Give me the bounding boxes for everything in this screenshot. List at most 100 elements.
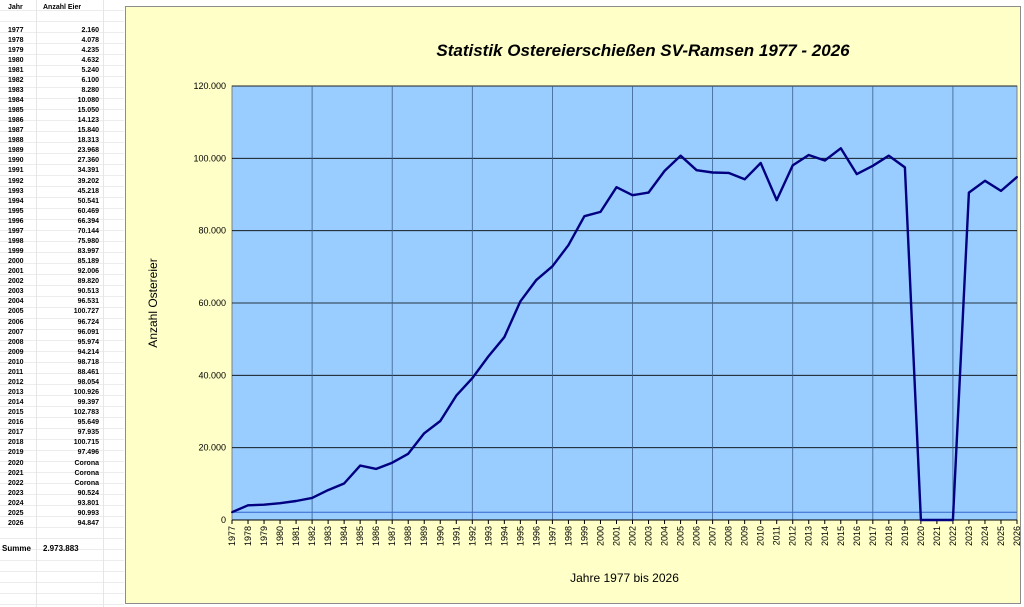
table-row: 1996 66.394 bbox=[0, 218, 124, 228]
data-point[interactable] bbox=[519, 300, 522, 303]
data-point[interactable] bbox=[855, 173, 858, 176]
row-count: 6.100 bbox=[81, 76, 99, 84]
data-point[interactable] bbox=[935, 519, 938, 521]
row-year: 1989 bbox=[8, 147, 24, 155]
data-point[interactable] bbox=[823, 159, 826, 162]
table-row: 1990 27.360 bbox=[0, 157, 124, 167]
row-year: 1986 bbox=[8, 117, 24, 125]
data-point[interactable] bbox=[999, 189, 1002, 192]
data-point[interactable] bbox=[807, 153, 810, 156]
data-point[interactable] bbox=[599, 210, 602, 213]
table-row: 1979 4.235 bbox=[0, 47, 124, 57]
data-point[interactable] bbox=[311, 496, 314, 499]
table-row: 1985 15.050 bbox=[0, 107, 124, 117]
data-point[interactable] bbox=[631, 194, 634, 197]
data-point[interactable] bbox=[471, 377, 474, 380]
data-point[interactable] bbox=[535, 278, 538, 281]
row-count: 96.091 bbox=[77, 328, 99, 336]
data-point[interactable] bbox=[359, 464, 362, 467]
data-point[interactable] bbox=[839, 147, 842, 150]
data-point[interactable] bbox=[455, 394, 458, 397]
table-row: 2012 98.054 bbox=[0, 379, 124, 389]
x-tick-label: 2025 bbox=[996, 526, 1006, 546]
data-point[interactable] bbox=[263, 503, 266, 506]
x-tick-label: 1989 bbox=[419, 526, 429, 546]
row-year: 2010 bbox=[8, 358, 24, 366]
row-count: 89.820 bbox=[77, 278, 99, 286]
data-point[interactable] bbox=[871, 164, 874, 167]
row-year: 2015 bbox=[8, 409, 24, 417]
chart-title: Statistik Ostereierschießen SV-Ramsen 19… bbox=[436, 41, 850, 60]
x-tick-label: 1985 bbox=[355, 526, 365, 546]
y-axis-label: Anzahl Ostereier bbox=[146, 258, 160, 347]
table-row: 2025 90.993 bbox=[0, 510, 124, 520]
data-point[interactable] bbox=[887, 154, 890, 157]
x-tick-label: 1977 bbox=[227, 526, 237, 546]
table-row: 2007 96.091 bbox=[0, 329, 124, 339]
data-point[interactable] bbox=[727, 171, 730, 174]
row-year: 2026 bbox=[8, 519, 24, 527]
data-point[interactable] bbox=[679, 154, 682, 157]
x-tick-label: 2023 bbox=[964, 526, 974, 546]
data-point[interactable] bbox=[1016, 175, 1018, 178]
row-count: 93.801 bbox=[77, 499, 99, 507]
data-point[interactable] bbox=[423, 432, 426, 435]
table-row: 1980 4.632 bbox=[0, 57, 124, 67]
data-point[interactable] bbox=[711, 171, 714, 174]
data-point[interactable] bbox=[343, 482, 346, 485]
table-row: 1981 5.240 bbox=[0, 67, 124, 77]
data-point[interactable] bbox=[407, 452, 410, 455]
data-point[interactable] bbox=[295, 500, 298, 503]
row-year: 2002 bbox=[8, 278, 24, 286]
row-year: 1984 bbox=[8, 96, 24, 104]
data-point[interactable] bbox=[759, 161, 762, 164]
row-count: 5.240 bbox=[81, 66, 99, 74]
data-point[interactable] bbox=[775, 199, 778, 202]
data-point[interactable] bbox=[951, 519, 954, 521]
data-point[interactable] bbox=[247, 504, 250, 507]
data-point[interactable] bbox=[567, 244, 570, 247]
data-point[interactable] bbox=[695, 169, 698, 172]
x-tick-label: 1979 bbox=[259, 526, 269, 546]
data-point[interactable] bbox=[375, 467, 378, 470]
x-tick-label: 1997 bbox=[547, 526, 557, 546]
data-point[interactable] bbox=[903, 166, 906, 169]
row-year: 1977 bbox=[8, 26, 24, 34]
row-year: 1994 bbox=[8, 197, 24, 205]
data-point[interactable] bbox=[551, 265, 554, 268]
data-point[interactable] bbox=[279, 502, 282, 505]
data-point[interactable] bbox=[439, 420, 442, 423]
data-point[interactable] bbox=[391, 461, 394, 464]
row-year: 2007 bbox=[8, 328, 24, 336]
row-count: 90.993 bbox=[77, 509, 99, 517]
row-year: 2009 bbox=[8, 348, 24, 356]
data-point[interactable] bbox=[647, 191, 650, 194]
row-year: 2016 bbox=[8, 419, 24, 427]
data-point[interactable] bbox=[919, 519, 922, 521]
data-point[interactable] bbox=[743, 178, 746, 181]
table-row: 2005 100.727 bbox=[0, 308, 124, 318]
table-row: 1986 14.123 bbox=[0, 117, 124, 127]
y-tick-label: 100.000 bbox=[193, 153, 226, 163]
data-point[interactable] bbox=[503, 336, 506, 339]
table-row: 2020 Corona bbox=[0, 460, 124, 470]
row-year: 2001 bbox=[8, 268, 24, 276]
data-point[interactable] bbox=[231, 511, 233, 514]
row-year: 2017 bbox=[8, 429, 24, 437]
x-tick-label: 2015 bbox=[836, 526, 846, 546]
data-point[interactable] bbox=[983, 179, 986, 182]
table-row: 1989 23.968 bbox=[0, 147, 124, 157]
table-row: 2024 93.801 bbox=[0, 500, 124, 510]
data-point[interactable] bbox=[487, 355, 490, 358]
data-point[interactable] bbox=[967, 191, 970, 194]
row-year: 1982 bbox=[8, 76, 24, 84]
data-point[interactable] bbox=[583, 215, 586, 218]
data-point[interactable] bbox=[663, 169, 666, 172]
data-point[interactable] bbox=[327, 489, 330, 492]
x-tick-label: 2017 bbox=[868, 526, 878, 546]
row-year: 2005 bbox=[8, 308, 24, 316]
row-count: 94.847 bbox=[77, 519, 99, 527]
data-point[interactable] bbox=[791, 164, 794, 167]
data-point[interactable] bbox=[615, 186, 618, 189]
x-axis-label: Jahre 1977 bis 2026 bbox=[570, 571, 679, 585]
